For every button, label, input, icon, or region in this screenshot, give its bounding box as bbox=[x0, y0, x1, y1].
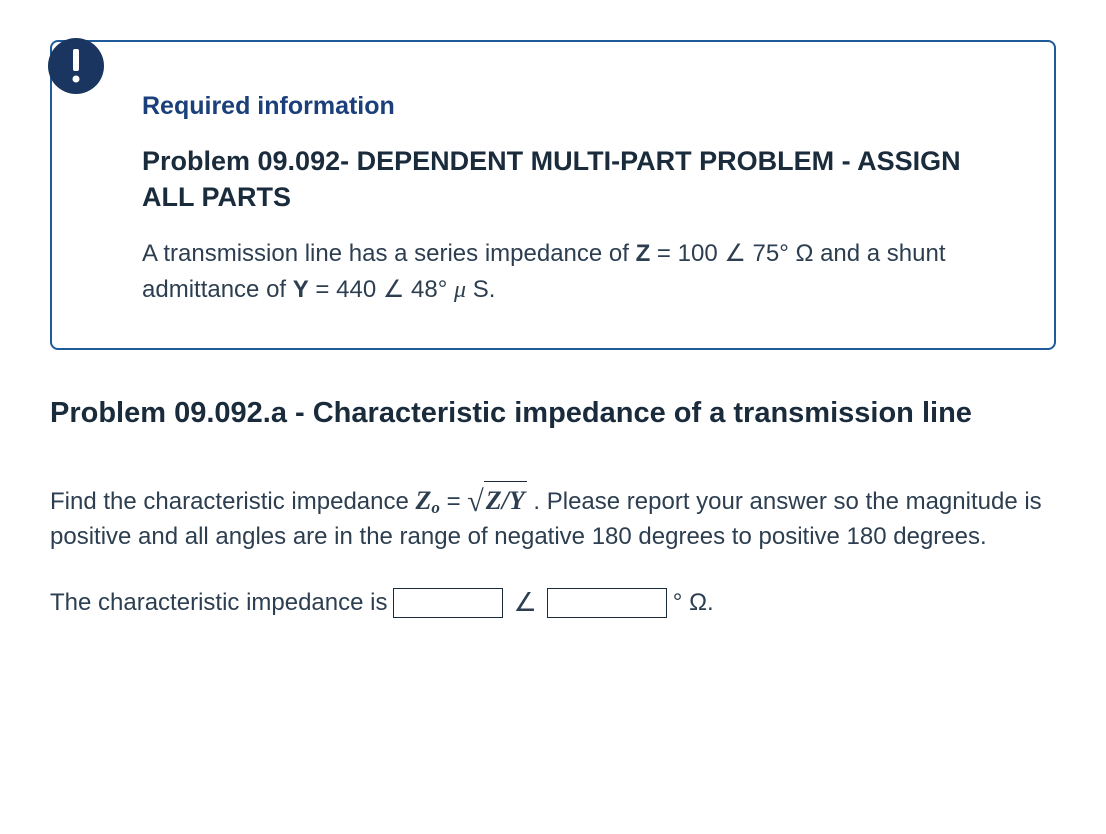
sqrt-expression: √Z/Y bbox=[467, 481, 526, 520]
equals-sign: = bbox=[440, 488, 467, 515]
zo-subscript: o bbox=[431, 498, 440, 517]
problem-description: A transmission line has a series impedan… bbox=[142, 236, 994, 308]
desc-text-4: S. bbox=[466, 276, 495, 303]
sqrt-sign: √ bbox=[467, 487, 483, 517]
answer-line: The characteristic impedance is ∠ ° Ω. bbox=[50, 587, 1056, 618]
exclamation-icon bbox=[48, 38, 104, 94]
angle-input[interactable] bbox=[547, 588, 667, 618]
sqrt-content: Z/Y bbox=[484, 481, 527, 520]
required-info-box: Required information Problem 09.092- DEP… bbox=[50, 40, 1056, 350]
unit-suffix: ° Ω. bbox=[673, 589, 714, 617]
zo-variable: Zo bbox=[416, 486, 440, 515]
magnitude-input[interactable] bbox=[393, 588, 503, 618]
section-title: Problem 09.092.a - Characteristic impeda… bbox=[50, 395, 1056, 433]
desc-text-1: A transmission line has a series impedan… bbox=[142, 240, 636, 267]
problem-title: Problem 09.092- DEPENDENT MULTI-PART PRO… bbox=[142, 143, 994, 216]
question-part-1: Find the characteristic impedance bbox=[50, 488, 416, 515]
y-label: Y bbox=[293, 276, 309, 303]
answer-prefix: The characteristic impedance is bbox=[50, 589, 387, 617]
required-heading: Required information bbox=[142, 92, 994, 121]
z-label: Z bbox=[636, 240, 651, 267]
zo-base: Z bbox=[416, 486, 432, 515]
question-text: Find the characteristic impedance Zo = √… bbox=[50, 481, 1056, 555]
desc-text-3: = 440 ∠ 48° bbox=[309, 276, 454, 303]
angle-symbol: ∠ bbox=[513, 587, 536, 618]
mu-label: μ bbox=[454, 277, 466, 303]
